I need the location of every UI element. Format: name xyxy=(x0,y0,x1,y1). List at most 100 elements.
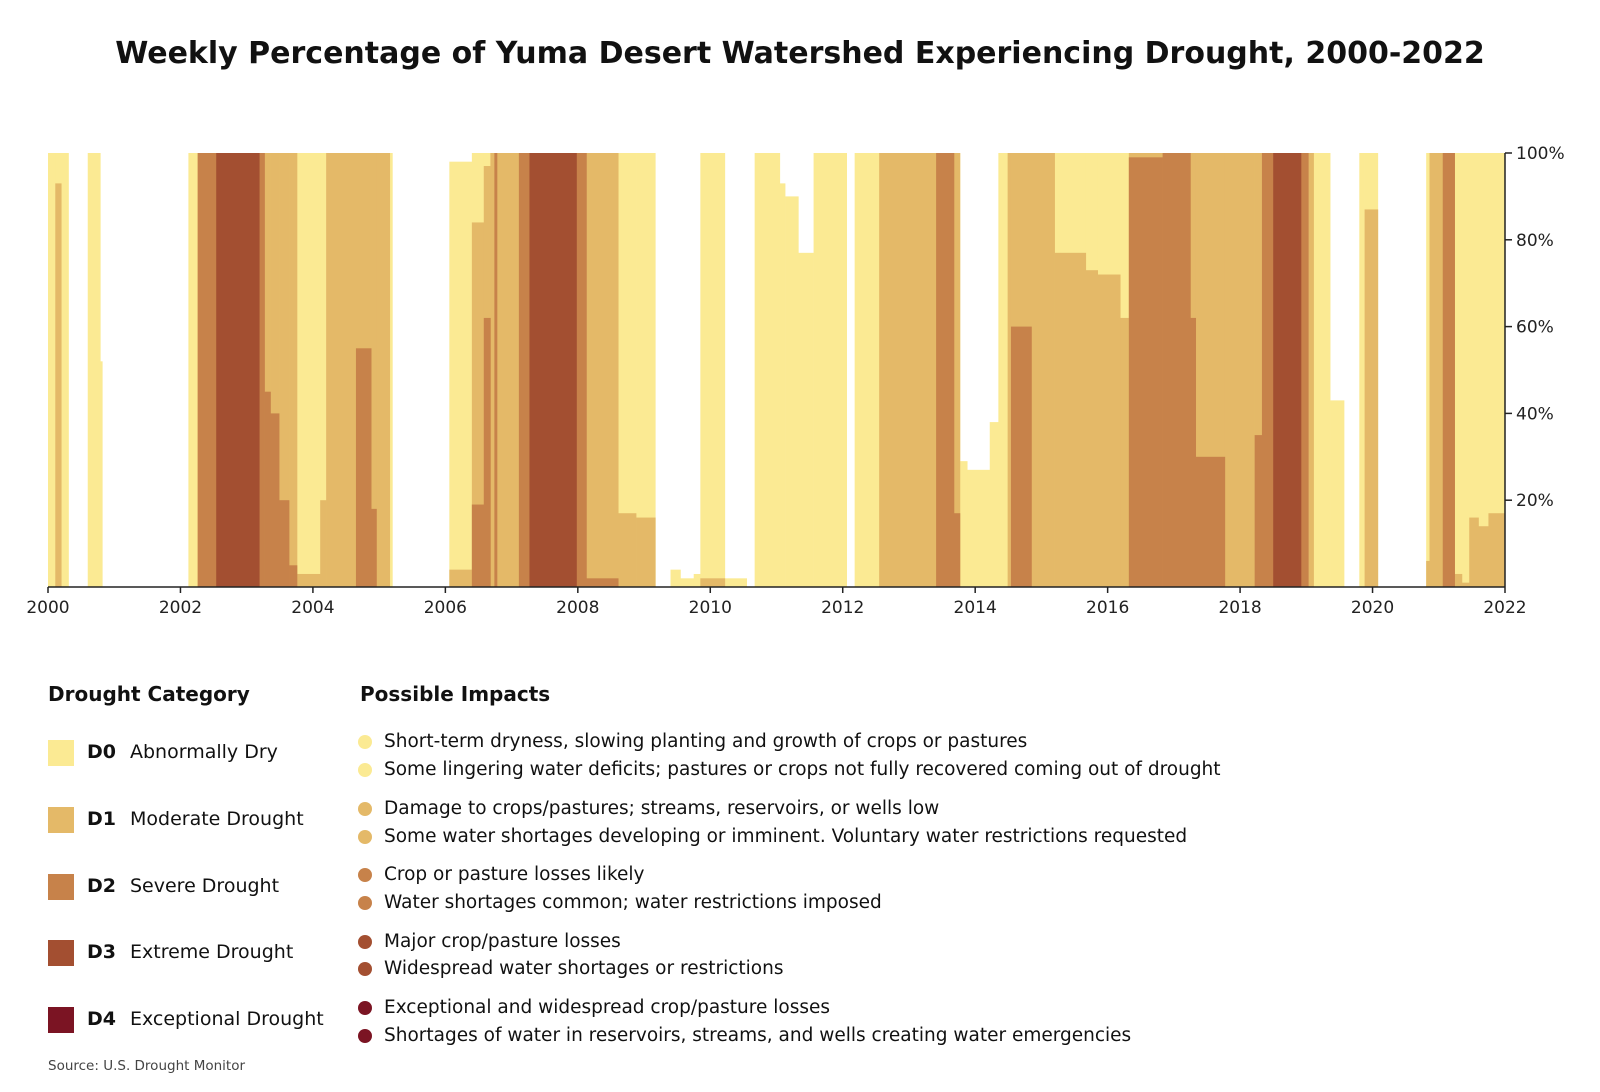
bar-D0 xyxy=(61,153,69,587)
impact-item: Some lingering water deficits; pastures … xyxy=(358,759,1221,780)
bar-D1 xyxy=(1461,582,1470,587)
impact-item: Crop or pasture losses likely xyxy=(358,864,644,885)
bar-D1 xyxy=(371,153,377,587)
bar-D1 xyxy=(1454,573,1463,587)
bar-D0 xyxy=(700,153,726,587)
legend-name: Exceptional Drought xyxy=(130,1008,324,1030)
bar-D0 xyxy=(188,153,198,587)
bar-D2 xyxy=(483,317,491,587)
bar-D1 xyxy=(297,573,321,587)
impact-text: Widespread water shortages or restrictio… xyxy=(384,958,784,979)
legend-name: Moderate Drought xyxy=(130,808,304,830)
impact-text: Major crop/pasture losses xyxy=(384,931,621,952)
x-tick-label: 2002 xyxy=(159,598,202,618)
impact-item: Water shortages common; water restrictio… xyxy=(358,892,882,913)
bar-D0 xyxy=(1454,153,1463,587)
bar-D0 xyxy=(1313,153,1331,587)
x-tick-label: 2004 xyxy=(291,598,334,618)
bar-D0 xyxy=(389,153,393,587)
impact-item: Damage to crops/pastures; streams, reser… xyxy=(358,798,939,819)
bar-D2 xyxy=(197,153,217,587)
bar-D1 xyxy=(1224,153,1255,587)
y-tick-label: 100% xyxy=(1516,144,1565,164)
impact-item: Some water shortages developing or immin… xyxy=(358,826,1187,847)
bar-D2 xyxy=(270,413,280,587)
x-tick-label: 2020 xyxy=(1351,598,1394,618)
bar-D0 xyxy=(779,183,786,587)
bar-D2 xyxy=(1301,153,1309,587)
bar-D0 xyxy=(1359,153,1365,587)
legend-name: Extreme Drought xyxy=(130,941,294,963)
legend-swatch-d2 xyxy=(48,874,74,900)
legend-swatch-d3 xyxy=(48,940,74,966)
bar-D1 xyxy=(497,153,520,587)
bar-D1 xyxy=(879,153,937,587)
x-tick-label: 2014 xyxy=(954,598,997,618)
bar-D1 xyxy=(953,153,961,587)
bar-D1 xyxy=(586,153,619,587)
bar-D1 xyxy=(1478,526,1489,587)
bar-D0 xyxy=(1488,153,1506,587)
impact-item: Widespread water shortages or restrictio… xyxy=(358,958,783,979)
bar-D0 xyxy=(87,153,101,587)
impact-text: Short-term dryness, slowing planting and… xyxy=(384,731,1028,752)
bar-D0 xyxy=(693,573,701,587)
bar-D1 xyxy=(376,153,391,587)
bar-D1 xyxy=(55,183,62,587)
bar-D2 xyxy=(494,153,498,587)
bar-D2 xyxy=(355,348,372,587)
bar-D2 xyxy=(1442,153,1455,587)
bar-D1 xyxy=(1059,252,1087,587)
bar-D0 xyxy=(959,461,968,587)
impact-text: Shortages of water in reservoirs, stream… xyxy=(384,1025,1132,1046)
bar-D0 xyxy=(320,153,327,587)
bar-D2 xyxy=(289,565,298,587)
bullet-dot-icon xyxy=(358,1028,372,1043)
bar-D2 xyxy=(1128,157,1163,587)
bar-D1 xyxy=(1364,209,1379,588)
bullet-dot-icon xyxy=(358,762,372,777)
bar-D1 xyxy=(1254,153,1263,587)
bar-D0 xyxy=(785,196,799,587)
impact-item: Exceptional and widespread crop/pasture … xyxy=(358,997,830,1018)
x-tick-label: 2018 xyxy=(1218,598,1261,618)
impact-text: Some water shortages developing or immin… xyxy=(384,826,1188,847)
bar-D2 xyxy=(1195,456,1226,587)
y-tick-label: 20% xyxy=(1516,491,1554,511)
bar-D0 xyxy=(967,469,991,587)
bar-D1 xyxy=(289,153,298,587)
bar-D0 xyxy=(1461,153,1470,587)
bar-D0 xyxy=(1426,153,1430,587)
bar-D1 xyxy=(1488,513,1506,587)
bar-D0 xyxy=(1469,153,1479,587)
legend-code: D0 xyxy=(87,741,116,763)
bar-D2 xyxy=(1254,435,1263,587)
bar-D1 xyxy=(1085,270,1099,587)
bar-D0 xyxy=(680,578,695,587)
bar-D0 xyxy=(297,153,321,587)
bar-D1 xyxy=(471,222,485,587)
x-tick-label: 2012 xyxy=(821,598,864,618)
source-note: Source: U.S. Drought Monitor xyxy=(48,1058,246,1074)
bar-D1 xyxy=(636,517,656,587)
y-tick-label: 80% xyxy=(1516,231,1554,251)
bar-D2 xyxy=(518,153,530,587)
legend-swatch-d1 xyxy=(48,807,74,833)
bar-D2 xyxy=(371,508,377,587)
bar-D0 xyxy=(1330,400,1345,587)
x-tick-label: 2006 xyxy=(424,598,467,618)
x-tick-label: 2022 xyxy=(1483,598,1526,618)
bar-D1 xyxy=(1097,274,1121,587)
legend-impacts-heading: Possible Impacts xyxy=(360,682,551,706)
bar-D0 xyxy=(813,153,848,587)
bar-D0 xyxy=(100,361,103,587)
bar-D2 xyxy=(259,153,265,587)
bar-D1 xyxy=(700,578,726,587)
impact-text: Crop or pasture losses likely xyxy=(384,864,645,885)
bar-D1 xyxy=(326,153,357,587)
bullet-dot-icon xyxy=(358,1000,372,1015)
bullet-dot-icon xyxy=(358,829,372,844)
bullet-dot-icon xyxy=(358,895,372,910)
bar-D0 xyxy=(989,422,999,587)
bar-D1 xyxy=(1429,153,1444,587)
